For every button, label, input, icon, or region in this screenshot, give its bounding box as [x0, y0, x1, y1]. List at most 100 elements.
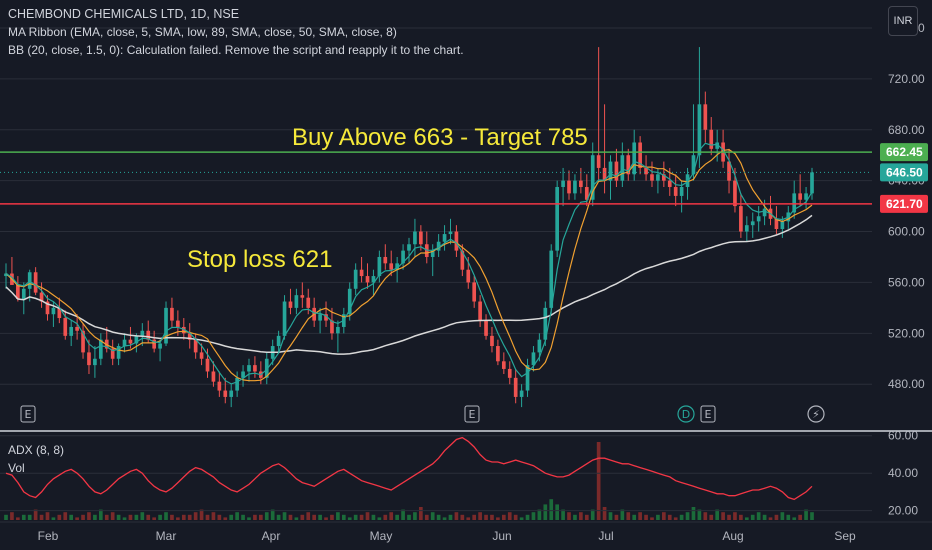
candle — [531, 346, 536, 372]
volume-bar — [555, 504, 559, 520]
volume-bar — [324, 517, 328, 520]
candle — [442, 225, 447, 251]
candle — [93, 346, 97, 378]
volume-bar — [679, 514, 684, 520]
candle — [727, 148, 731, 194]
volume-bar — [336, 512, 340, 520]
candle — [436, 234, 441, 257]
candle-body — [51, 307, 56, 315]
candle-body — [276, 335, 281, 347]
candle-body — [555, 187, 559, 251]
candle — [318, 307, 322, 334]
candle-body — [401, 250, 405, 264]
volume-legend[interactable]: Vol — [8, 461, 25, 475]
volume-bar — [193, 512, 198, 520]
volume-bar — [507, 512, 512, 520]
earnings-marker[interactable]: E — [464, 405, 480, 423]
candle — [383, 244, 388, 270]
candle-body — [697, 104, 702, 156]
candle-body — [602, 167, 607, 181]
candle-body — [543, 307, 548, 340]
volume-bar — [466, 517, 471, 520]
volume-bar — [727, 514, 731, 520]
candle-body — [306, 297, 311, 308]
candle — [217, 371, 222, 397]
volume-bar — [608, 512, 613, 520]
dividend-marker-label: D — [682, 408, 690, 421]
candle-body — [419, 231, 423, 245]
volume-bar — [341, 514, 346, 520]
candle — [555, 180, 559, 257]
stop-price-tag — [880, 194, 928, 213]
candle-body — [513, 377, 518, 397]
split-marker[interactable]: ⚡ — [807, 405, 825, 423]
candle — [288, 288, 293, 315]
candle-body — [146, 330, 151, 340]
candle-body — [152, 339, 156, 349]
volume-bar — [460, 514, 465, 520]
volume-bar — [667, 514, 672, 520]
volume-bar — [98, 509, 103, 520]
volume-bar — [347, 517, 352, 520]
candle — [413, 218, 417, 257]
candle-body — [460, 250, 465, 270]
volume-bar — [81, 514, 85, 520]
earnings-marker-badge — [700, 405, 716, 423]
currency-button[interactable]: INR — [888, 6, 918, 36]
candle — [478, 295, 482, 327]
candle-body — [756, 216, 761, 222]
candle — [407, 237, 411, 264]
candle-body — [27, 272, 32, 289]
price-tick-label: 480.00 — [888, 377, 925, 391]
candle-body — [116, 346, 121, 359]
volume-bar — [270, 509, 275, 520]
earnings-marker-label: E — [25, 408, 32, 421]
volume-bar — [744, 517, 749, 520]
dividend-marker[interactable]: D — [677, 405, 695, 423]
candle-body — [336, 326, 340, 334]
candle-body — [436, 241, 441, 251]
candle-body — [81, 330, 85, 353]
candle-body — [193, 339, 198, 353]
earnings-marker-badge — [20, 405, 36, 423]
candle-body — [430, 250, 435, 257]
ma-ribbon-legend[interactable]: MA Ribbon (EMA, close, 5, SMA, low, 89, … — [8, 25, 397, 39]
volume-bar — [756, 512, 761, 520]
candle-body — [442, 234, 447, 242]
volume-bar — [140, 512, 145, 520]
earnings-marker[interactable]: E — [700, 405, 716, 423]
candle-body — [395, 263, 399, 270]
candle — [519, 384, 524, 408]
volume-bar — [596, 442, 601, 520]
candle-body — [122, 339, 127, 347]
volume-bar — [282, 512, 287, 520]
volume-bar — [87, 512, 91, 520]
earnings-marker[interactable]: E — [20, 405, 36, 423]
candle — [359, 256, 364, 283]
candle — [365, 263, 370, 289]
candle-body — [359, 269, 364, 277]
candle — [353, 263, 358, 296]
volume-bar — [63, 512, 68, 520]
candle-body — [128, 339, 133, 344]
volume-bar — [472, 514, 477, 520]
candle — [187, 323, 192, 349]
candle-body — [223, 390, 228, 397]
buy-price-tag — [880, 143, 928, 162]
candle — [57, 297, 62, 324]
candle — [798, 174, 802, 207]
candle — [146, 320, 151, 344]
candle-body — [739, 206, 743, 232]
adx-legend[interactable]: ADX (8, 8) — [8, 443, 65, 457]
candle-body — [217, 381, 222, 391]
candle — [110, 339, 115, 366]
volume-bar — [110, 512, 115, 520]
candle — [703, 91, 708, 143]
buy-price-tag-label: 662.45 — [886, 145, 923, 159]
volume-bar — [134, 514, 139, 520]
candle-body — [715, 142, 720, 149]
bb-legend[interactable]: BB (20, close, 1.5, 0): Calculation fail… — [8, 43, 464, 57]
volume-bar — [810, 512, 814, 520]
candle-body — [496, 346, 500, 362]
